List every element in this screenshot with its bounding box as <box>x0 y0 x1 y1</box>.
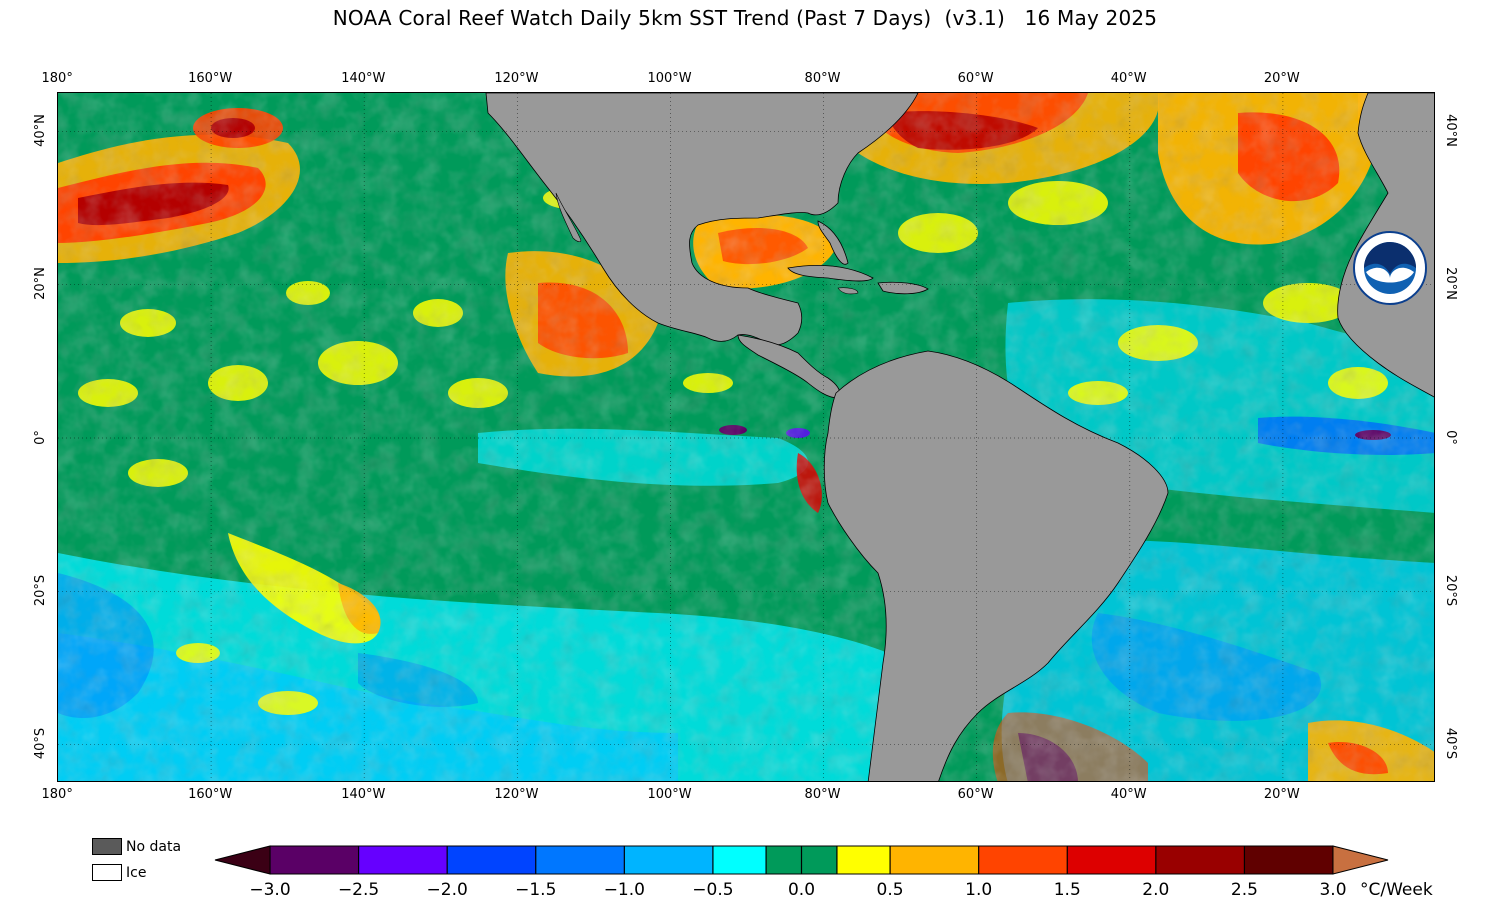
colorbar-segment <box>766 846 802 874</box>
colorbar-segment <box>270 846 359 874</box>
colorbar-segment <box>890 846 979 874</box>
lon-tick-label: 60°W <box>957 787 994 802</box>
colorbar-tick-label: −1.0 <box>603 880 645 900</box>
lon-tick-label: 180° <box>41 71 73 86</box>
lon-tick-label: 160°W <box>188 71 233 86</box>
lat-tick-label: 40°N <box>1442 113 1458 147</box>
colorbar-tick-label: −2.0 <box>426 880 468 900</box>
colorbar-segment <box>1067 846 1156 874</box>
lat-tick-label: 40°S <box>32 728 48 760</box>
colorbar-segment <box>447 846 536 874</box>
colorbar-tick-label: −1.5 <box>515 880 557 900</box>
colorbar-tick-label: 0.5 <box>876 880 904 900</box>
cuba-land <box>787 265 874 282</box>
colorbar-segment <box>1244 846 1333 874</box>
lon-tick-label: 20°W <box>1263 787 1300 802</box>
map-title: NOAA Coral Reef Watch Daily 5km SST Tren… <box>332 6 1158 30</box>
lon-tick-label: 20°W <box>1263 71 1300 86</box>
colorbar-tick-label: 0.0 <box>787 880 816 900</box>
lon-tick-label: 60°W <box>957 71 994 86</box>
ice-swatch <box>92 864 122 881</box>
sst-trend-map <box>57 92 1435 782</box>
colorbar-segment <box>978 846 1068 874</box>
colorbar-segment <box>836 846 891 874</box>
colorbar-tick-label: −3.0 <box>249 880 291 900</box>
colorbar-tick-label: 1.5 <box>1053 880 1081 900</box>
graticule <box>58 93 1434 781</box>
colorbar-units: °C/Week <box>1360 880 1433 900</box>
lon-tick-label: 100°W <box>647 71 692 86</box>
lat-tick-label: 40°N <box>32 113 48 147</box>
lon-tick-label: 100°W <box>647 787 692 802</box>
lon-tick-label: 80°W <box>804 71 841 86</box>
no-data-swatch <box>92 838 122 855</box>
colorbar-segment <box>358 846 448 874</box>
lat-tick-label: 20°S <box>1442 574 1458 606</box>
lon-tick-label: 120°W <box>494 71 539 86</box>
colorbar-tick-label: −2.5 <box>337 880 380 900</box>
no-data-label: No data <box>126 839 182 855</box>
colorbar-segment <box>624 846 713 874</box>
colorbar-segment <box>1155 846 1245 874</box>
ice-label: Ice <box>126 865 147 881</box>
lon-tick-label: 180° <box>41 787 73 802</box>
lon-tick-label: 160°W <box>188 787 233 802</box>
lon-tick-label: 80°W <box>804 787 841 802</box>
lat-tick-label: 0° <box>32 429 48 445</box>
colorbar-tick-label: 1.0 <box>965 880 993 900</box>
lon-tick-label: 140°W <box>341 787 386 802</box>
lat-tick-label: 20°S <box>32 574 48 606</box>
north-america-land <box>485 93 919 346</box>
lat-tick-label: 0° <box>1442 429 1458 445</box>
colorbar-segment <box>535 846 625 874</box>
colorbar-frame <box>269 845 1334 875</box>
colorbar-tick-label: 3.0 <box>1319 880 1347 900</box>
south-america-land <box>823 350 1169 781</box>
colorbar-tick-label: −0.5 <box>692 880 734 900</box>
lat-tick-label: 20°N <box>32 267 48 301</box>
colorbar-segment <box>712 846 767 874</box>
lon-tick-label: 40°W <box>1110 787 1147 802</box>
colorbar-segment <box>801 846 837 874</box>
colorbar-tick-label: 2.5 <box>1230 880 1258 900</box>
colorbar-min-arrow <box>214 845 271 875</box>
lon-tick-label: 120°W <box>494 787 539 802</box>
colorbar-max-arrow <box>1332 845 1389 875</box>
colorbar <box>214 845 1389 875</box>
lat-tick-label: 20°N <box>1442 267 1458 301</box>
lon-tick-label: 140°W <box>341 71 386 86</box>
colorbar-tick-label: 2.0 <box>1142 880 1170 900</box>
noaa-logo <box>1353 231 1427 305</box>
lon-tick-label: 40°W <box>1110 71 1147 86</box>
lat-tick-label: 40°S <box>1442 728 1458 760</box>
